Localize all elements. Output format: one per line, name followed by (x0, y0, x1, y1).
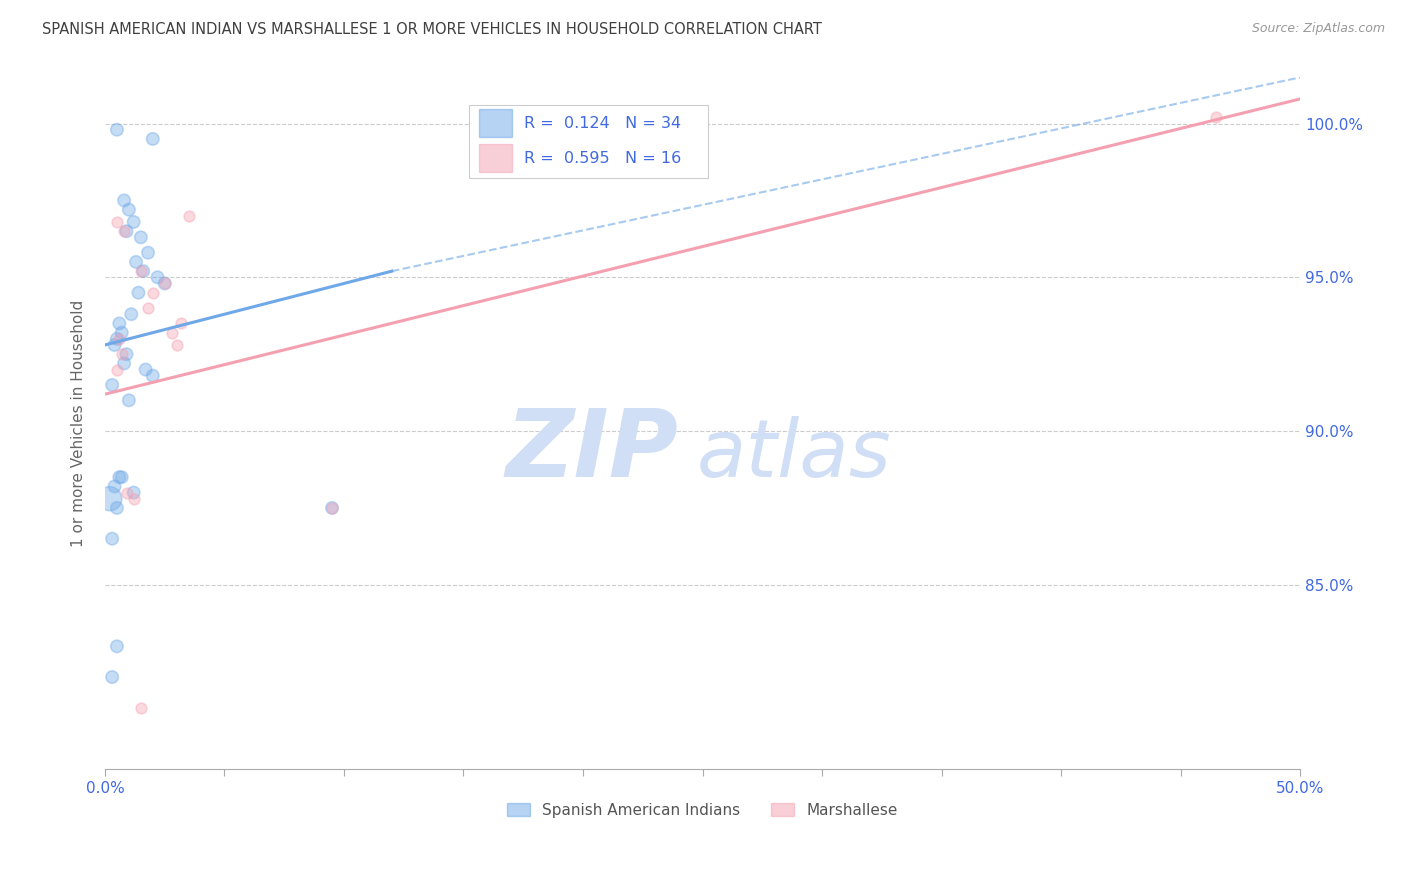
Point (321, 500, 343, 515)
Point (105, 332, 128, 346)
Point (170, 317, 193, 331)
Point (136, 301, 159, 315)
Point (142, 285, 165, 300)
Point (122, 215, 145, 229)
Point (122, 485, 145, 500)
Point (129, 264, 152, 278)
Point (153, 277, 176, 291)
Point (112, 194, 135, 208)
Point (118, 393, 141, 408)
Point (111, 347, 134, 361)
Point (111, 470, 134, 484)
Point (108, 332, 131, 346)
Text: SPANISH AMERICAN INDIAN VS MARSHALLESE 1 OR MORE VEHICLES IN HOUSEHOLD CORRELATI: SPANISH AMERICAN INDIAN VS MARSHALLESE 1… (42, 22, 823, 37)
Point (98, 491, 121, 506)
Text: R =  0.595   N = 16: R = 0.595 N = 16 (524, 151, 682, 166)
Point (105, 215, 128, 229)
Point (103, 338, 125, 352)
Point (136, 245, 159, 260)
Point (129, 230, 152, 244)
Bar (479, 145, 513, 172)
Point (101, 378, 124, 392)
FancyBboxPatch shape (470, 105, 709, 178)
Point (166, 338, 188, 352)
Point (146, 270, 169, 285)
Point (142, 368, 165, 383)
Bar (479, 110, 513, 137)
Point (115, 485, 138, 500)
Point (129, 701, 152, 715)
Text: R =  0.124   N = 34: R = 0.124 N = 34 (524, 116, 682, 131)
Point (105, 362, 128, 376)
Point (111, 326, 134, 340)
Legend: Spanish American Indians, Marshallese: Spanish American Indians, Marshallese (501, 797, 904, 824)
Point (132, 264, 155, 278)
Point (120, 307, 142, 321)
Point (118, 202, 141, 217)
Point (105, 122, 128, 136)
Point (125, 255, 148, 269)
Point (108, 470, 131, 484)
Point (101, 532, 124, 546)
Text: ZIP: ZIP (506, 405, 679, 497)
Text: atlas: atlas (696, 416, 891, 493)
Point (153, 277, 176, 291)
Point (177, 209, 200, 223)
Point (135, 362, 157, 376)
Text: Source: ZipAtlas.com: Source: ZipAtlas.com (1251, 22, 1385, 36)
Y-axis label: 1 or more Vehicles in Household: 1 or more Vehicles in Household (72, 300, 86, 547)
Point (115, 347, 138, 361)
Point (122, 491, 145, 506)
Point (101, 670, 124, 684)
Point (142, 132, 165, 146)
Point (108, 317, 131, 331)
Point (103, 479, 125, 493)
Point (105, 640, 128, 654)
Point (112, 224, 135, 238)
Point (105, 500, 128, 515)
Point (160, 326, 183, 340)
Point (321, 500, 343, 515)
Point (112, 356, 135, 370)
Point (1205, 111, 1227, 125)
Point (127, 285, 149, 300)
Point (115, 224, 138, 238)
